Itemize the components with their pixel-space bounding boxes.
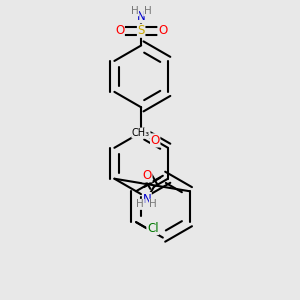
- Text: CH₃: CH₃: [132, 128, 150, 138]
- Text: H: H: [144, 6, 152, 16]
- Text: O: O: [158, 24, 167, 37]
- Text: S: S: [137, 24, 145, 37]
- Text: Cl: Cl: [147, 221, 159, 235]
- Text: N: N: [142, 193, 151, 206]
- Text: O: O: [143, 169, 152, 182]
- Text: O: O: [151, 134, 160, 147]
- Text: H: H: [136, 199, 144, 209]
- Text: H: H: [149, 199, 157, 209]
- Text: N: N: [137, 10, 146, 22]
- Text: O: O: [115, 24, 124, 37]
- Text: H: H: [131, 6, 139, 16]
